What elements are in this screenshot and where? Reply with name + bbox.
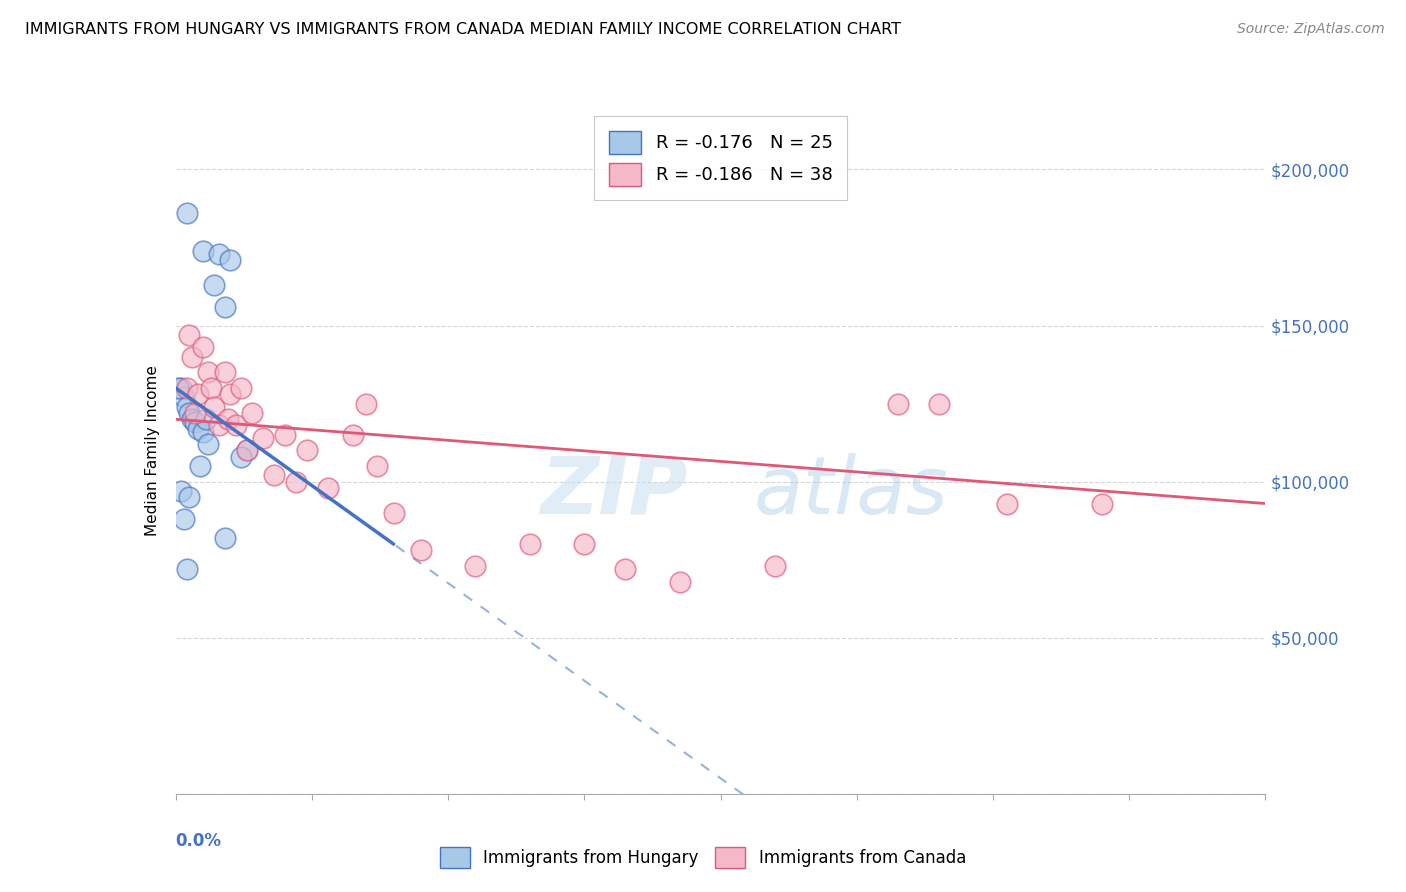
Point (240, 406, 263, 420)
Point (356, 396, 378, 410)
Point (284, 475, 307, 489)
Point (179, 490, 201, 504)
Point (191, 340, 214, 354)
Point (181, 412, 204, 426)
Point (219, 387, 242, 401)
Point (886, 396, 908, 410)
Point (219, 252, 242, 267)
Point (231, 381, 253, 395)
Point (614, 562, 637, 576)
Point (574, 537, 596, 551)
Point (464, 558, 486, 574)
Text: ZIP: ZIP (540, 452, 688, 531)
Point (188, 458, 211, 473)
Point (176, 562, 198, 576)
Point (194, 412, 217, 426)
Point (186, 422, 209, 436)
Point (170, 483, 193, 498)
Point (186, 387, 209, 401)
Point (928, 396, 950, 410)
Point (181, 350, 204, 364)
Text: 0.0%: 0.0% (176, 831, 222, 850)
Point (176, 381, 198, 395)
Point (225, 418, 247, 433)
Text: atlas: atlas (754, 452, 948, 531)
Point (184, 406, 207, 420)
Point (217, 412, 239, 426)
Point (235, 443, 257, 458)
Point (366, 458, 388, 473)
Point (231, 450, 253, 464)
Point (252, 431, 274, 445)
Point (173, 512, 195, 526)
Y-axis label: Median Family Income: Median Family Income (145, 365, 160, 536)
Point (214, 531, 236, 545)
Point (208, 246, 231, 260)
Point (409, 543, 432, 558)
Point (214, 366, 236, 380)
Point (263, 468, 285, 483)
Point (167, 381, 190, 395)
Point (179, 406, 201, 420)
Point (176, 206, 198, 220)
Point (191, 425, 214, 439)
Point (519, 537, 541, 551)
Point (763, 558, 786, 574)
Point (208, 418, 231, 433)
Point (202, 400, 225, 414)
Point (235, 443, 257, 458)
Point (191, 244, 214, 258)
Point (176, 400, 198, 414)
Point (295, 443, 318, 458)
Point (382, 506, 405, 520)
Point (179, 328, 201, 343)
Text: Source: ZipAtlas.com: Source: ZipAtlas.com (1237, 22, 1385, 37)
Point (170, 381, 193, 395)
Point (202, 278, 225, 293)
Point (995, 496, 1018, 510)
Legend: R = -0.176   N = 25, R = -0.186   N = 38: R = -0.176 N = 25, R = -0.186 N = 38 (595, 116, 846, 201)
Point (173, 391, 195, 405)
Point (184, 415, 207, 429)
Point (214, 300, 236, 314)
Legend: Immigrants from Hungary, Immigrants from Canada: Immigrants from Hungary, Immigrants from… (433, 840, 973, 875)
Point (318, 481, 340, 495)
Point (197, 437, 219, 451)
Point (200, 381, 222, 395)
Point (274, 427, 297, 442)
Point (197, 366, 219, 380)
Point (342, 427, 364, 442)
Text: IMMIGRANTS FROM HUNGARY VS IMMIGRANTS FROM CANADA MEDIAN FAMILY INCOME CORRELATI: IMMIGRANTS FROM HUNGARY VS IMMIGRANTS FR… (25, 22, 901, 37)
Point (668, 574, 690, 589)
Point (1091, 496, 1114, 510)
